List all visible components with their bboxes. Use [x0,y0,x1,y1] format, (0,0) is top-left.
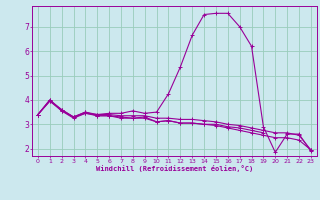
X-axis label: Windchill (Refroidissement éolien,°C): Windchill (Refroidissement éolien,°C) [96,165,253,172]
